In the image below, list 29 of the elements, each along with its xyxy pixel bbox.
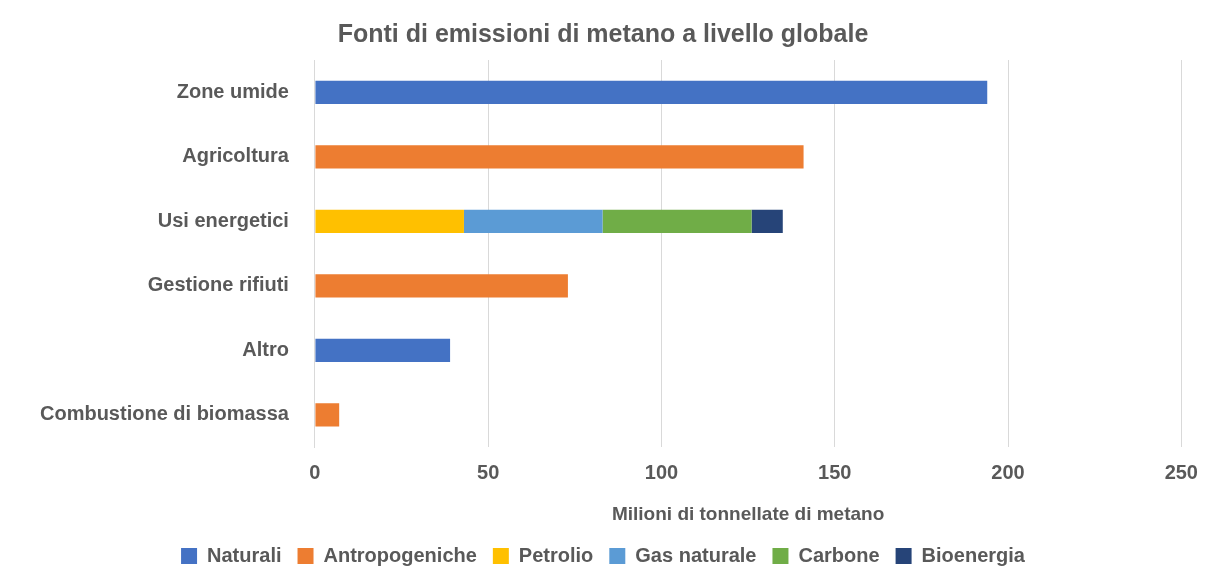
x-tick-label: 0 xyxy=(309,460,321,483)
chart-title: Fonti di emissioni di metano a livello globale xyxy=(337,18,869,47)
legend-label: Naturali xyxy=(207,543,282,566)
bar xyxy=(463,209,603,233)
y-tick-label: Zone umide xyxy=(176,79,289,102)
x-tick-label: 150 xyxy=(818,460,852,483)
y-tick-label: Gestione rifiuti xyxy=(147,273,289,296)
x-tick-label: 50 xyxy=(477,460,500,483)
y-tick-label: Altro xyxy=(242,337,289,360)
legend-label: Bioenergia xyxy=(921,543,1026,566)
y-tick-label: Usi energetici xyxy=(157,208,289,231)
legend-label: Gas naturale xyxy=(635,543,757,566)
legend-label: Antropogeniche xyxy=(323,543,477,566)
bar xyxy=(315,338,451,363)
x-tick-label: 250 xyxy=(1164,460,1198,483)
bar xyxy=(315,80,988,104)
bar xyxy=(315,209,464,233)
x-tick-label: 200 xyxy=(991,460,1025,483)
bar xyxy=(315,274,568,298)
y-tick-label: Combustione di biomassa xyxy=(39,402,290,425)
legend-label: Petrolio xyxy=(518,543,594,566)
legend-label: Carbone xyxy=(798,543,880,566)
bar xyxy=(751,209,783,233)
bar xyxy=(602,209,752,233)
y-tick-label: Agricoltura xyxy=(182,144,290,167)
bar xyxy=(315,403,340,427)
x-axis-title: Milioni di tonnellate di metano xyxy=(611,502,885,524)
x-tick-label: 100 xyxy=(644,460,679,483)
bar xyxy=(315,145,804,169)
